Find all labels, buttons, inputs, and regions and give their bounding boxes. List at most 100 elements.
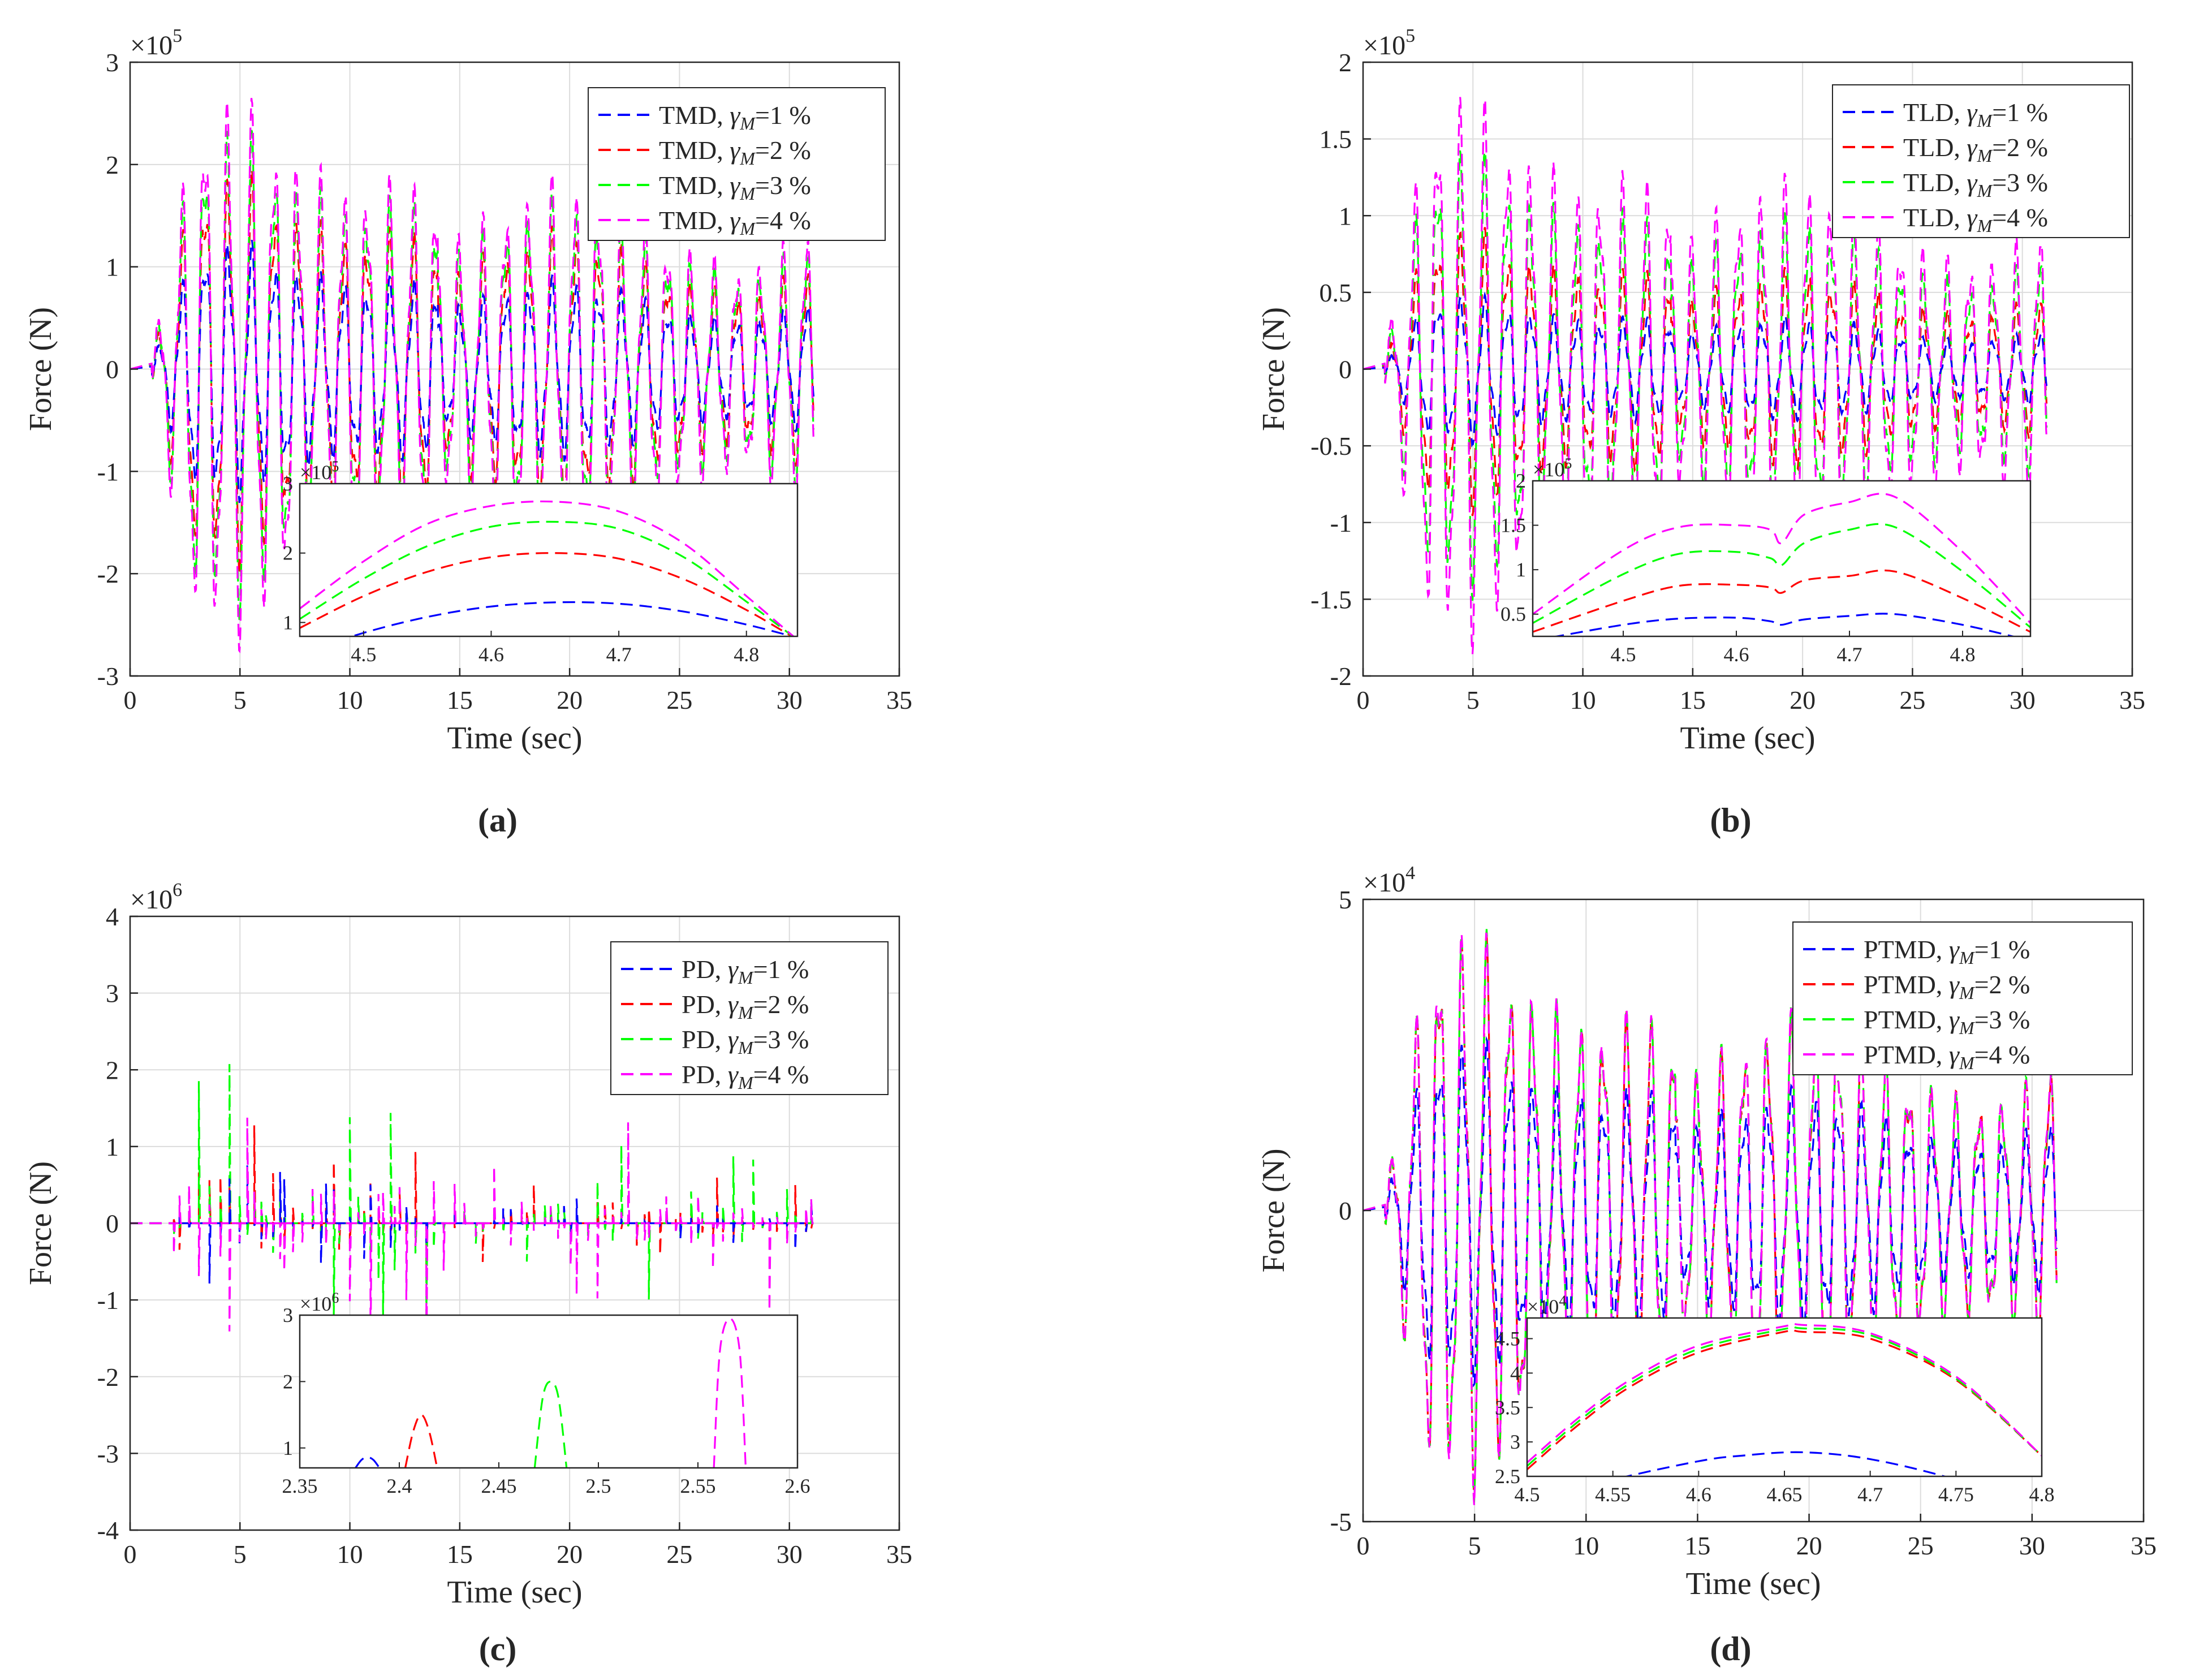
x-tick-label: 35 bbox=[2131, 1531, 2157, 1560]
subplot-label: (b) bbox=[1710, 802, 1751, 839]
y-tick-label: 3 bbox=[106, 48, 119, 77]
legend-entry: TLD, γM=4 % bbox=[1903, 203, 2048, 236]
legend-symbol: γ bbox=[730, 101, 741, 130]
legend-entry: TMD, γM=3 % bbox=[659, 171, 811, 204]
legend-subscript: M bbox=[1959, 983, 1976, 1003]
subplot-label: (a) bbox=[478, 802, 518, 839]
x-tick-label: 30 bbox=[777, 1540, 803, 1569]
inset-curve-3pct bbox=[533, 1380, 568, 1468]
inset-d: 4.5 4.55 4.6 4.65 4.7 4.75 4.82.533.544.5×104 bbox=[1495, 1293, 2055, 1506]
legend-symbol: γ bbox=[730, 171, 741, 200]
legend-box bbox=[1832, 84, 2130, 238]
subplot-label: (d) bbox=[1710, 1630, 1751, 1668]
y-tick-label: 1 bbox=[106, 1132, 119, 1161]
legend-tail: =1 % bbox=[753, 955, 809, 984]
inset-x-tick-label: 4.65 bbox=[1767, 1483, 1803, 1506]
legend-subscript: M bbox=[1959, 1018, 1976, 1038]
inset-b: 4.5 4.6 4.7 4.8 0.5 1 1.5 2 ×105 bbox=[1501, 455, 2032, 666]
inset-curves bbox=[1527, 1323, 2042, 1476]
x-tick-label: 35 bbox=[886, 1540, 912, 1569]
x-tick-label: 35 bbox=[886, 686, 912, 714]
legend-symbol: γ bbox=[728, 990, 739, 1019]
y-tick-label: -2 bbox=[97, 1363, 119, 1392]
y-tick-label: -2 bbox=[97, 559, 119, 588]
axis-exponent: ×105 bbox=[130, 25, 182, 61]
legend-subscript: M bbox=[738, 967, 754, 988]
inset-y-tick-label: 1.5 bbox=[1501, 514, 1526, 537]
legend-subscript: M bbox=[1977, 216, 1994, 236]
axis-exponent: ×105 bbox=[1363, 25, 1415, 61]
inset-box bbox=[1532, 480, 2032, 637]
legend-symbol: γ bbox=[728, 955, 739, 984]
x-axis-label: Time (sec) bbox=[447, 1575, 582, 1610]
inset-y-tick-label: 1 bbox=[1516, 558, 1526, 581]
inset-exponent: ×105 bbox=[1533, 455, 1572, 481]
x-tick-label: 20 bbox=[1796, 1531, 1822, 1560]
legend-subscript: M bbox=[738, 1037, 754, 1058]
legend-tail: =3 % bbox=[755, 171, 811, 200]
legend: TMD, γM=1 %TMD, γM=2 %TMD, γM=3 %TMD, γM… bbox=[588, 87, 886, 241]
y-tick-label: 1.5 bbox=[1320, 125, 1352, 154]
inset-x-tick-label: 4.8 bbox=[2029, 1483, 2055, 1506]
subplot-label: (c) bbox=[479, 1630, 517, 1668]
inset-curves bbox=[300, 500, 796, 636]
legend-subscript: M bbox=[1977, 110, 1994, 131]
legend-subscript: M bbox=[739, 113, 756, 133]
legend-symbol: γ bbox=[1967, 98, 1978, 127]
inset-x-tick-label: 4.6 bbox=[1686, 1483, 1711, 1506]
legend-tail: =2 % bbox=[1992, 133, 2048, 162]
x-tick-label: 10 bbox=[1570, 686, 1596, 714]
y-tick-label: -3 bbox=[97, 1439, 119, 1468]
legend-symbol: γ bbox=[1949, 1040, 1960, 1069]
axis-exponent-power: 5 bbox=[1405, 25, 1415, 46]
series-group bbox=[130, 98, 815, 654]
y-tick-label: -2 bbox=[1330, 662, 1352, 691]
x-tick-label: 25 bbox=[1908, 1531, 1934, 1560]
legend-box bbox=[610, 941, 889, 1095]
inset-curve-3pct bbox=[1527, 1326, 2042, 1467]
inset-curve-4pct bbox=[300, 500, 795, 636]
inset-exponent-power: 4 bbox=[1559, 1293, 1566, 1309]
inset-curve-2pct bbox=[1527, 1329, 2042, 1471]
inset-y-tick-label: 1 bbox=[283, 611, 293, 634]
legend-symbol: γ bbox=[1967, 168, 1978, 197]
inset-curve-1pct bbox=[349, 601, 796, 636]
x-tick-label: 25 bbox=[666, 686, 692, 714]
x-tick-label: 5 bbox=[234, 1540, 247, 1569]
legend-entry: PTMD, γM=1 % bbox=[1864, 935, 2030, 968]
inset-curve-4pct bbox=[1533, 493, 2030, 624]
legend-entry: PTMD, γM=2 % bbox=[1864, 970, 2030, 1003]
legend-entry: PTMD, γM=4 % bbox=[1864, 1040, 2030, 1073]
series-line-a-1pct bbox=[130, 239, 815, 503]
inset-y-tick-label: 2.5 bbox=[1495, 1465, 1520, 1488]
inset-x-tick-label: 4.55 bbox=[1595, 1483, 1631, 1506]
legend-subscript: M bbox=[739, 148, 756, 169]
y-tick-label: 0 bbox=[1339, 1196, 1352, 1225]
y-tick-label: 0.5 bbox=[1320, 278, 1352, 307]
x-tick-label: 20 bbox=[557, 1540, 583, 1569]
legend-box bbox=[1792, 921, 2133, 1075]
legend-symbol: γ bbox=[1967, 133, 1978, 162]
inset-x-tick-label: 4.8 bbox=[1950, 643, 1976, 666]
inset-curve-1pct bbox=[1623, 1451, 1948, 1476]
inset-x-tick-label: 4.6 bbox=[1724, 643, 1749, 666]
x-tick-label: 20 bbox=[1790, 686, 1816, 714]
y-tick-label: 1 bbox=[106, 253, 119, 282]
legend-tail: =2 % bbox=[1974, 970, 2030, 999]
inset-curve-4pct bbox=[713, 1317, 747, 1468]
inset-curve-1pct bbox=[355, 1456, 381, 1468]
legend-entry: TLD, γM=1 % bbox=[1903, 98, 2048, 131]
inset-curve-2pct bbox=[1533, 569, 2030, 633]
legend-entry: TLD, γM=3 % bbox=[1903, 168, 2048, 201]
inset-x-tick-label: 4.6 bbox=[478, 643, 504, 666]
inset-curve-3pct bbox=[300, 520, 795, 636]
x-tick-label: 5 bbox=[1468, 1531, 1481, 1560]
legend-subscript: M bbox=[1959, 947, 1976, 968]
legend-tail: =3 % bbox=[753, 1025, 809, 1054]
y-axis-label: Force (N) bbox=[1256, 307, 1291, 431]
inset-y-tick-label: 3 bbox=[283, 1304, 293, 1326]
inset-curve-1pct bbox=[1552, 613, 2016, 636]
y-tick-label: -1 bbox=[97, 1286, 119, 1315]
